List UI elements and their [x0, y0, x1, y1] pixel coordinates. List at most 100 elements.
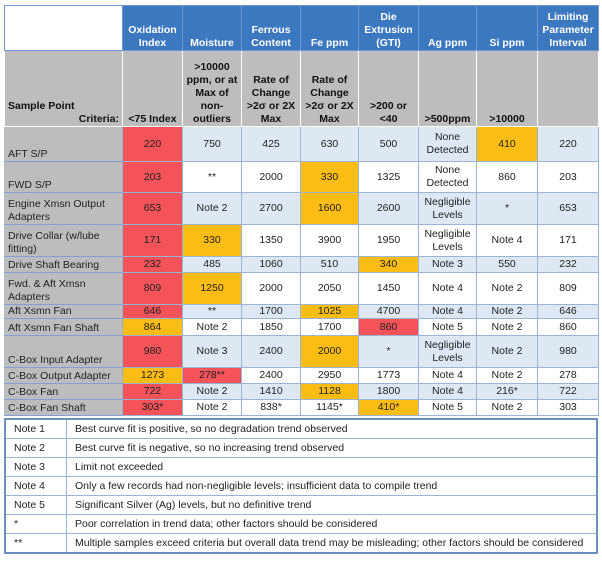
table-cell: 203 [122, 161, 183, 193]
table-cell: 1773 [358, 367, 419, 384]
table-row: Aft Xsmn Fan Shaft 864 Note 2 1850 1700 860 No… [4, 318, 599, 336]
table-cell: 838* [241, 399, 301, 416]
table-cell: 2400 [241, 367, 301, 384]
note-key: Note 2 [4, 438, 67, 458]
table-cell: * [476, 192, 538, 225]
table-cell: Note 2 [476, 272, 538, 305]
table-row: Engine Xmsn Output Adapters 653 Note 2 2700… [4, 192, 599, 225]
note-text: Significant Silver (Ag) levels, but no d… [66, 495, 598, 515]
note-row: ** Multiple samples exceed criteria but o… [4, 533, 598, 554]
table-cell: Note 2 [476, 367, 538, 384]
sample-point-name: C-Box Fan Shaft [4, 399, 123, 416]
table-cell: 171 [122, 224, 183, 257]
table-row: Drive Collar (w/lube fitting) 171 330 1350 3… [4, 224, 599, 257]
table-cell: 860 [537, 318, 599, 336]
table-cell: 278 [537, 367, 599, 384]
criteria-ag: >500ppm [418, 50, 477, 127]
sample-point-name: Aft Xsmn Fan [4, 304, 123, 319]
table-cell: 203 [537, 161, 599, 193]
table-cell: Note 2 [182, 383, 242, 400]
note-text: Only a few records had non-negligible le… [66, 476, 598, 496]
table-cell: 410* [358, 399, 419, 416]
col-die-extrusion: Die Extrusion (GTI) [358, 5, 419, 51]
table-cell: 171 [537, 224, 599, 257]
table-row: AFT S/P 220 750 425 630 500 None Detected 410 22… [4, 126, 599, 162]
table-cell: 860 [476, 161, 538, 193]
table-cell: Note 4 [476, 224, 538, 257]
table-cell: Note 4 [418, 304, 477, 319]
table-row: Fwd. & Aft Xmsn Adapters 809 1250 2000 2050 1… [4, 272, 599, 305]
table-cell: 864 [122, 318, 183, 336]
sample-point-name: C-Box Output Adapter [4, 367, 123, 384]
table-cell: Note 2 [476, 335, 538, 368]
table-cell: Note 5 [418, 399, 477, 416]
corner-cell [4, 5, 123, 51]
sample-point-name: C-Box Input Adapter [4, 335, 123, 368]
table-cell: 1850 [241, 318, 301, 336]
table-cell: 425 [241, 126, 301, 162]
table-cell: Note 3 [182, 335, 242, 368]
table-cell: 232 [122, 256, 183, 273]
table-cell: Negligible Levels [418, 224, 477, 257]
note-key: * [4, 514, 67, 534]
table-cell: 1025 [300, 304, 359, 319]
table-cell: 303 [537, 399, 599, 416]
criteria-fe: Rate of Change >2σ or 2X Max [300, 50, 359, 127]
table-row: Aft Xsmn Fan 646 ** 1700 1025 4700 Note 4 Note … [4, 304, 599, 319]
table-cell: 330 [182, 224, 242, 257]
sample-point-name: Drive Collar (w/lube fitting) [4, 224, 123, 257]
table-cell: 809 [537, 272, 599, 305]
table-cell: 232 [537, 256, 599, 273]
table-cell: 750 [182, 126, 242, 162]
table-cell: 646 [122, 304, 183, 319]
table-cell: 809 [122, 272, 183, 305]
note-key: Note 3 [4, 457, 67, 477]
table-cell: 1950 [358, 224, 419, 257]
sample-point-name: Aft Xsmn Fan Shaft [4, 318, 123, 336]
col-moisture: Moisture [182, 5, 242, 51]
criteria-die-extrusion: >200 or <40 [358, 50, 419, 127]
table-cell: 630 [300, 126, 359, 162]
table-cell: 722 [537, 383, 599, 400]
table-cell: 2000 [241, 272, 301, 305]
criteria-oxidation: <75 Index [122, 50, 183, 127]
note-row: * Poor correlation in trend data; other f… [4, 514, 598, 534]
table-cell: None Detected [418, 126, 477, 162]
table-cell: 980 [537, 335, 599, 368]
table-cell: 653 [537, 192, 599, 225]
table-cell: Note 2 [476, 399, 538, 416]
table-cell: 410 [476, 126, 538, 162]
table-cell: 2950 [300, 367, 359, 384]
sample-point-name: Drive Shaft Bearing [4, 256, 123, 273]
col-fe-ppm: Fe ppm [300, 5, 359, 51]
table-row: C-Box Fan Shaft 303* Note 2 838* 1145* 410* No… [4, 399, 599, 416]
note-key: Note 5 [4, 495, 67, 515]
table-row: Drive Shaft Bearing 232 485 1060 510 340 Note … [4, 256, 599, 273]
table-cell: None Detected [418, 161, 477, 193]
table-cell: 1350 [241, 224, 301, 257]
table-cell: Note 2 [182, 318, 242, 336]
sample-point-label: Sample Point [8, 100, 75, 112]
table-cell: 4700 [358, 304, 419, 319]
col-si-ppm: Si ppm [476, 5, 538, 51]
table-cell: 2700 [241, 192, 301, 225]
note-text: Best curve fit is positive, so no degrad… [66, 418, 598, 439]
table-cell: Note 2 [182, 192, 242, 225]
table-cell: 646 [537, 304, 599, 319]
table-cell: 1273 [122, 367, 183, 384]
sample-point-header: Sample Point Criteria: [4, 50, 123, 127]
table-cell: 330 [300, 161, 359, 193]
note-text: Limit not exceeded [66, 457, 598, 477]
sample-point-name: Engine Xmsn Output Adapters [4, 192, 123, 225]
note-row: Note 5 Significant Silver (Ag) levels, bu… [4, 495, 598, 515]
table-row: C-Box Output Adapter 1273 278** 2400 2950 177… [4, 367, 599, 384]
table-cell: 1250 [182, 272, 242, 305]
table-cell: 2000 [241, 161, 301, 193]
table-cell: Note 2 [182, 399, 242, 416]
table-cell: 2000 [300, 335, 359, 368]
table-cell: Note 5 [418, 318, 477, 336]
note-row: Note 1 Best curve fit is positive, so no … [4, 418, 598, 439]
table-cell: ** [182, 161, 242, 193]
table-cell: 722 [122, 383, 183, 400]
table-cell: 1700 [241, 304, 301, 319]
